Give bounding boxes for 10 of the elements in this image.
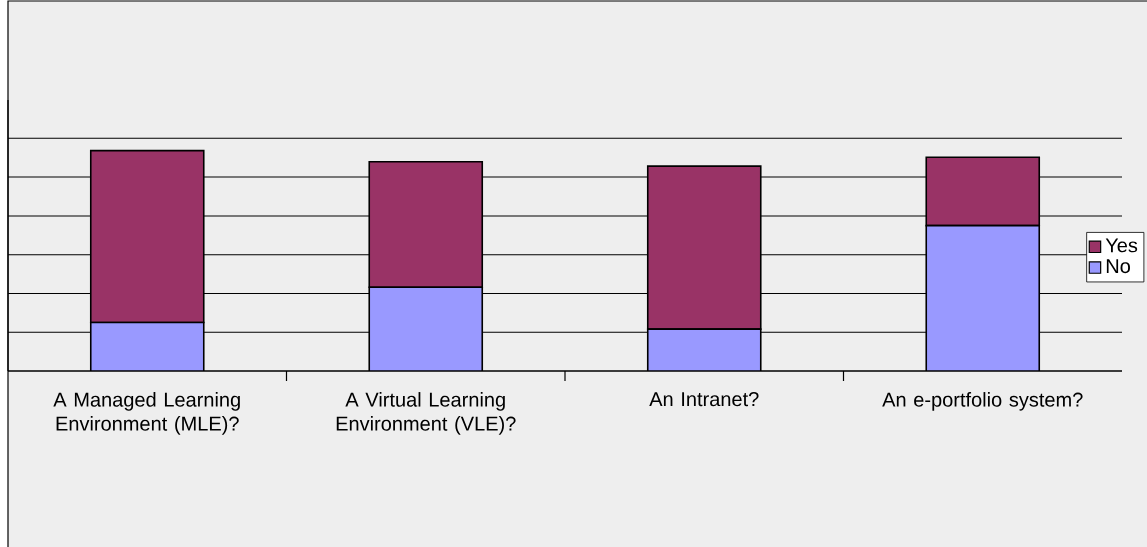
bar xyxy=(925,224,1041,371)
bar xyxy=(368,286,484,371)
legend-label: Yes xyxy=(1105,238,1138,253)
bar xyxy=(89,321,205,371)
x-tick-label: A Managed Learning Environment (MLE)? xyxy=(53,392,240,435)
x-tick-label: A Virtual Learning Environment (VLE)? xyxy=(336,392,516,435)
bar xyxy=(646,328,762,371)
legend-label: No xyxy=(1106,259,1130,274)
x-tick-label: An Intranet? xyxy=(649,392,759,407)
x-tick-label: An e-portfolio system? xyxy=(882,392,1083,411)
